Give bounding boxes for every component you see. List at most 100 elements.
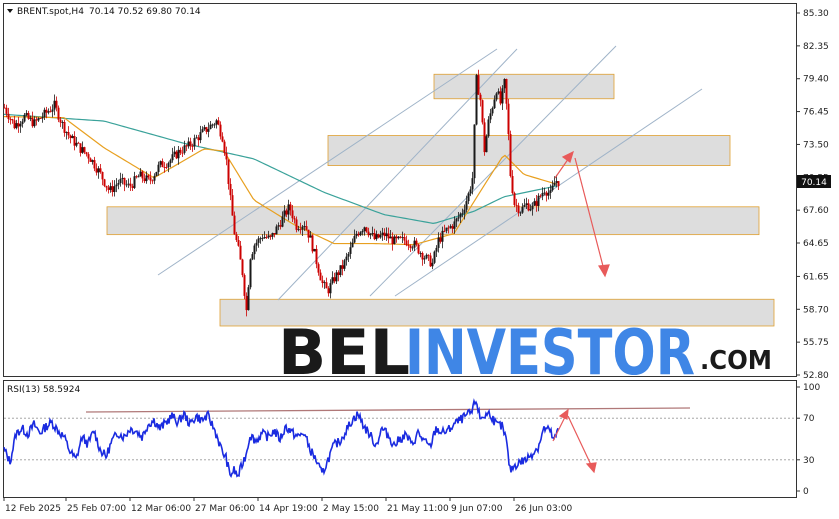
candle-body (487, 119, 490, 137)
candle-body (289, 204, 292, 211)
candle-body (231, 195, 234, 216)
candle-body (199, 132, 202, 141)
candle-body (297, 229, 300, 231)
zone-1 (433, 73, 615, 100)
zone-3 (106, 206, 760, 236)
candle-body (311, 235, 314, 252)
candle-body (521, 206, 524, 213)
time-tick-label: 21 May 11:00 (387, 504, 449, 514)
candle-body (397, 236, 400, 239)
candle-body (503, 79, 506, 89)
candle-body (87, 154, 90, 159)
candle-body (239, 245, 242, 260)
rsi-tick-label: 30 (803, 456, 815, 466)
candle-body (99, 168, 102, 172)
candle-body (9, 119, 12, 120)
candle-body (269, 235, 272, 237)
candle-body (341, 265, 344, 269)
candle-body (421, 253, 424, 260)
candle-body (485, 136, 488, 153)
candle-body (433, 251, 436, 263)
candle-body (223, 141, 226, 154)
time-tick-label: 25 Feb 07:00 (67, 504, 126, 514)
candle-body (187, 141, 190, 147)
candle-body (149, 177, 152, 181)
candle-body (545, 192, 548, 196)
candle-body (257, 238, 260, 243)
candle-body (475, 75, 478, 125)
candle-body (157, 164, 160, 172)
ma-slow-line (3, 113, 557, 224)
candle-body (195, 137, 198, 139)
candle-body (379, 235, 382, 238)
candle-body (49, 111, 52, 113)
candle-body (495, 93, 498, 100)
candle-body (343, 260, 346, 269)
candle-body (253, 245, 256, 255)
candle-body (211, 124, 214, 126)
candle-body (153, 175, 156, 181)
candle-body (331, 277, 334, 284)
candle-body (335, 272, 338, 282)
candle-body (83, 147, 86, 153)
candle-body (361, 231, 364, 233)
price-tick-label: 55.75 (803, 338, 829, 348)
candle-body (387, 233, 390, 239)
arrow-up-head (561, 150, 574, 163)
candle-body (185, 145, 188, 147)
candle-body (79, 143, 82, 153)
rsi-arrow-up-head (558, 408, 569, 420)
candle-body (435, 247, 438, 252)
current-price-label: 70.14 (801, 178, 827, 188)
candle-body (307, 229, 310, 238)
candle-body (271, 233, 274, 237)
candle-body (355, 233, 358, 237)
candle-body (305, 226, 308, 230)
candle-body (351, 242, 354, 248)
time-tick-label: 12 Feb 2025 (5, 504, 61, 514)
candle-body (313, 248, 316, 252)
candle-body (163, 167, 166, 168)
candle-body (235, 234, 238, 241)
candle-body (33, 119, 36, 127)
candle-body (473, 124, 476, 179)
candle-body (277, 225, 280, 227)
candle-body (113, 186, 116, 193)
candle-body (425, 254, 428, 259)
candle-body (367, 231, 370, 236)
candle-body (547, 192, 550, 196)
candle-body (309, 235, 312, 238)
price-tick-label: 85.30 (803, 9, 829, 19)
candle-body (283, 210, 286, 217)
candle-body (491, 108, 494, 114)
watermark-bel: BEL (278, 316, 410, 389)
candle-body (541, 193, 544, 197)
candle-body (369, 233, 372, 236)
candle-body (249, 259, 252, 288)
candle-body (415, 240, 418, 245)
candle-body (537, 195, 540, 206)
time-axis: 12 Feb 2025 25 Feb 07:00 12 Mar 06:00 27 Ma… (3, 497, 572, 514)
candle-body (23, 114, 26, 122)
candle-body (121, 177, 124, 179)
candle-body (465, 201, 468, 210)
candle-body (139, 171, 142, 177)
candle-body (517, 205, 520, 213)
candle-body (181, 152, 184, 154)
candle-body (315, 248, 318, 265)
candle-body (41, 117, 44, 119)
price-tick-label: 64.65 (803, 239, 829, 249)
price-tick-label: 58.70 (803, 305, 829, 315)
rsi-arrow-up (552, 414, 567, 442)
candle-body (25, 113, 28, 115)
candle-body (29, 117, 32, 119)
candle-body (281, 216, 284, 227)
candle-body (461, 213, 464, 215)
candle-body (205, 127, 208, 132)
candle-body (101, 171, 104, 180)
candle-body (159, 161, 162, 165)
candle-body (221, 136, 224, 142)
candle-body (225, 153, 228, 160)
price-tick-label: 76.45 (803, 108, 829, 118)
candle-body (125, 184, 128, 186)
